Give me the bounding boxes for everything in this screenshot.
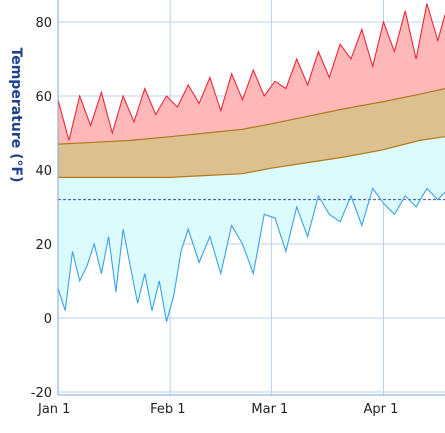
x-tick-label-2: Mar 1 (251, 402, 288, 417)
y-tick-label-1: 0 (44, 312, 52, 327)
y-tick-label-2: 20 (35, 238, 52, 253)
y-tick-label-0: -20 (31, 386, 52, 401)
normal-high-line (57, 88, 445, 145)
x-tick-label-1: Feb 1 (150, 402, 185, 417)
x-tick-label-0: Jan 1 (37, 402, 70, 417)
x-tick-label-3: Apr 1 (364, 402, 399, 417)
normal-low-line (58, 136, 445, 178)
y-tick-label-4: 60 (35, 90, 52, 105)
daily-high-line (57, 3, 445, 141)
y-tick-label-5: 80 (35, 16, 52, 31)
y-tick-label-3: 40 (35, 164, 52, 179)
daily-low-line (57, 187, 445, 322)
normal-range-band (58, 88, 445, 178)
temperature-lines (57, 3, 445, 322)
y-axis-title: Temperature (°F) (8, 48, 24, 183)
temperature-areas (58, 3, 445, 322)
axes: -20 0 20 40 60 80 Jan 1 Feb 1 Mar 1 Apr 1 (31, 0, 445, 417)
low-area-fill (58, 136, 445, 322)
